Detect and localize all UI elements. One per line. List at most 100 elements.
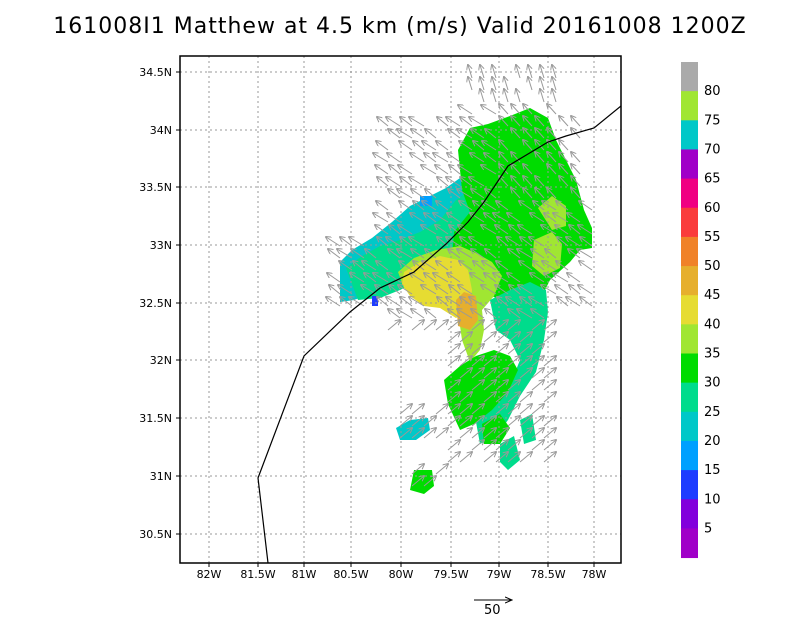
wind-vector xyxy=(571,176,581,187)
wind-vector xyxy=(519,452,532,463)
wind-vector xyxy=(399,416,412,427)
wind-vector xyxy=(520,297,533,307)
wind-vector xyxy=(519,404,532,415)
wind-vector xyxy=(425,129,437,139)
wind-vector xyxy=(544,273,557,283)
wind-vector xyxy=(373,153,389,163)
wind-vector xyxy=(459,452,472,463)
colorbar-swatch xyxy=(681,324,698,354)
wind-vector xyxy=(471,344,484,355)
wind-vector xyxy=(485,129,497,139)
wind-vector xyxy=(507,440,520,451)
wind-vector xyxy=(543,380,556,391)
wind-vector xyxy=(422,201,437,211)
wind-vector xyxy=(531,309,545,319)
wind-vector xyxy=(457,249,473,259)
colorbar-label: 25 xyxy=(704,405,721,420)
colorbar-swatch xyxy=(681,411,698,442)
wind-vector xyxy=(519,368,532,379)
wind-vector xyxy=(497,297,509,307)
wind-vector xyxy=(459,344,472,355)
lon-label: 79W xyxy=(487,568,512,581)
wind-vector xyxy=(447,273,461,283)
wind-vector xyxy=(447,213,461,223)
wind-vector xyxy=(579,201,593,211)
wind-vector xyxy=(511,104,521,115)
wind-vector xyxy=(523,140,533,151)
wind-vector xyxy=(349,237,365,247)
wind-vector xyxy=(519,332,532,343)
wind-vector xyxy=(495,452,508,463)
wind-vector xyxy=(436,201,449,211)
lon-label: 79.5W xyxy=(433,568,468,581)
wind-vector xyxy=(471,309,485,319)
colorbar-label: 80 xyxy=(704,84,721,99)
wind-vector xyxy=(485,249,497,259)
wind-vector xyxy=(421,165,437,175)
wind-vector xyxy=(470,153,485,163)
wind-vector xyxy=(519,428,532,439)
wind-vector xyxy=(471,189,485,199)
wind-vector xyxy=(411,129,425,139)
colorbar: 5 10 15 20 25 30 35 40 45 50 55 60 65 70 75 80 xyxy=(681,62,721,559)
wind-vector xyxy=(484,153,497,163)
wind-vector xyxy=(398,285,413,295)
colorbar-label: 45 xyxy=(704,288,721,303)
wind-vector xyxy=(437,117,449,127)
wind-vector xyxy=(365,249,377,259)
wind-vector xyxy=(531,416,544,427)
wind-vector xyxy=(523,116,533,127)
wind-vector xyxy=(507,356,520,367)
lon-label: 81.5W xyxy=(240,568,275,581)
wind-vector xyxy=(530,213,545,223)
wind-vector xyxy=(543,332,556,343)
wind-vector xyxy=(400,237,413,247)
colorbar-swatch xyxy=(681,295,698,325)
wind-vector xyxy=(471,440,484,451)
wind-vector xyxy=(473,141,485,151)
wind-vector xyxy=(483,332,496,343)
wind-vector xyxy=(559,140,569,151)
wind-vector xyxy=(337,249,353,259)
wind-vector xyxy=(495,225,509,235)
lat-label: 31N xyxy=(150,470,172,483)
wind-vector xyxy=(483,440,496,451)
wind-vector xyxy=(535,140,545,151)
wind-vector xyxy=(373,273,389,283)
wind-vector xyxy=(437,177,449,187)
wind-vector xyxy=(571,188,581,199)
wind-vector xyxy=(578,285,593,295)
wind-vector xyxy=(530,273,545,283)
wind-vector xyxy=(553,213,569,223)
wind-vector xyxy=(580,297,593,307)
wind-vector xyxy=(471,356,484,367)
wind-vector xyxy=(531,380,544,391)
wind-vector xyxy=(492,89,497,103)
wind-vector xyxy=(339,261,353,271)
wind-vector xyxy=(531,368,544,379)
wind-vector xyxy=(377,297,389,307)
wind-vector xyxy=(340,237,353,247)
wind-vector xyxy=(519,201,533,211)
wind-vector xyxy=(471,380,484,391)
wind-vector xyxy=(567,273,581,283)
colorbar-swatch xyxy=(681,120,698,150)
wind-vector xyxy=(483,428,496,439)
wind-vector xyxy=(571,152,581,163)
wind-vector xyxy=(353,261,365,271)
colorbar-swatch xyxy=(681,62,698,92)
wind-vector xyxy=(556,201,569,211)
wind-vector xyxy=(531,356,544,367)
wind-vector xyxy=(547,104,557,115)
wind-vector xyxy=(543,416,556,427)
wind-vector xyxy=(435,404,448,415)
wind-vector xyxy=(517,309,533,319)
wind-vector xyxy=(448,309,461,319)
wind-vector xyxy=(413,261,425,271)
colorbar-swatch xyxy=(681,499,698,529)
wind-vector xyxy=(435,320,448,331)
lat-label: 32N xyxy=(150,354,172,367)
wind-vector xyxy=(397,129,413,139)
wind-vector xyxy=(473,261,485,271)
wind-vector xyxy=(517,249,533,259)
